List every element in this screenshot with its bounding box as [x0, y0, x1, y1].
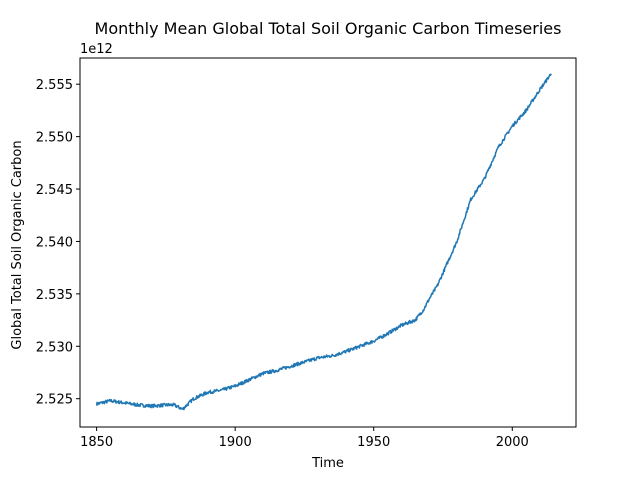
x-tick-label: 1950	[357, 435, 390, 450]
y-axis-label: Global Total Soil Organic Carbon	[10, 140, 25, 349]
plot-area	[95, 73, 552, 411]
y-tick-label: 2.550	[36, 131, 73, 146]
y-tick-label: 2.530	[36, 340, 73, 355]
x-axis-label: Time	[311, 456, 344, 471]
y-offset-label: 1e12	[80, 42, 113, 57]
plot-frame	[79, 57, 577, 428]
y-tick-label: 2.555	[36, 78, 73, 93]
series-line	[95, 73, 552, 411]
x-tick-label: 1850	[80, 435, 113, 450]
y-tick-label: 2.525	[36, 393, 73, 408]
x-axis-ticks: 1850 1900 1950 2000	[80, 427, 529, 450]
y-tick-label: 2.535	[36, 288, 73, 303]
y-axis-ticks: 2.525 2.530 2.535 2.540 2.545 2.550 2.555	[36, 78, 80, 408]
chart-title: Monthly Mean Global Total Soil Organic C…	[95, 19, 562, 38]
x-tick-label: 2000	[496, 435, 529, 450]
y-tick-label: 2.540	[36, 235, 73, 250]
x-tick-label: 1900	[219, 435, 252, 450]
y-tick-label: 2.545	[36, 183, 73, 198]
